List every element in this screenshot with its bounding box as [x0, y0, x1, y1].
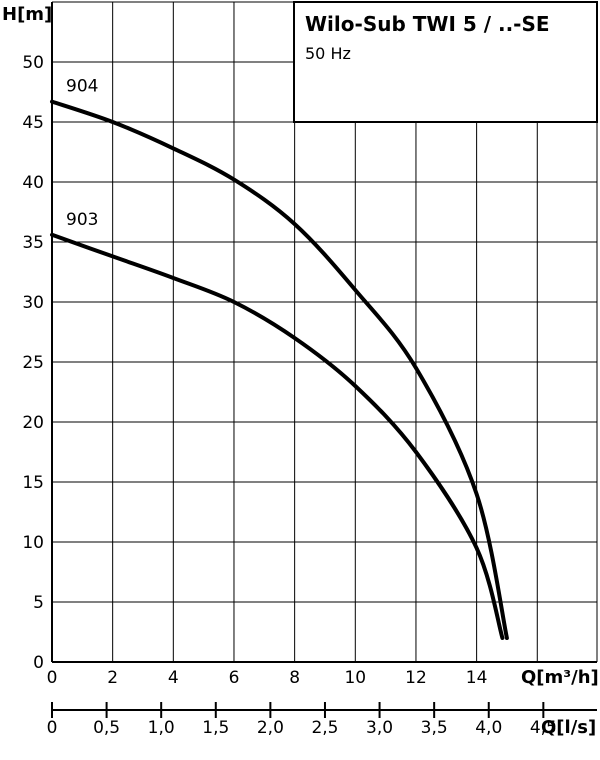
x-tick-label: 4	[168, 668, 179, 688]
curve-904	[50, 99, 509, 640]
x2-tick-label: 1,0	[148, 718, 175, 738]
x2-tick-label: 4,0	[475, 718, 502, 738]
secondary-x-axis: 0 0,5 1,0 1,5 2,0 2,5 3,0 3,5 4,0 4,5	[47, 702, 597, 738]
legend-box	[293, 1, 598, 123]
y-tick-label: 5	[33, 593, 44, 613]
x-tick-label: 2	[107, 668, 118, 688]
y-tick-label: 30	[22, 293, 44, 313]
y-tick-label: 20	[22, 413, 44, 433]
y-tick-label: 25	[22, 353, 44, 373]
y-tick-label: 15	[22, 473, 44, 493]
y-axis-title: H[m]	[2, 4, 52, 25]
x2-tick-label: 2,5	[311, 718, 338, 738]
x2-tick-label: 4,5	[530, 718, 557, 738]
y-tick-label: 10	[22, 533, 44, 553]
chart-title: Wilo-Sub TWI 5 / ..-SE	[305, 12, 550, 36]
y-tick-label: 45	[22, 113, 44, 133]
curve-label-904: 904	[66, 77, 98, 97]
x2-tick-label: 1,5	[202, 718, 229, 738]
x2-tick-label: 3,0	[366, 718, 393, 738]
x-tick-label: 8	[289, 668, 300, 688]
y-tick-label: 40	[22, 173, 44, 193]
x-tick-label: 0	[47, 668, 58, 688]
grid	[52, 1, 597, 662]
x2-tick-label: 3,5	[421, 718, 448, 738]
curve-903	[50, 232, 505, 640]
x-tick-label: 12	[405, 668, 427, 688]
y-tick-label: 0	[33, 653, 44, 673]
x-tick-label: 6	[229, 668, 240, 688]
y-tick-label: 50	[22, 53, 44, 73]
curves: 904 903	[50, 77, 509, 640]
y-tick-label: 35	[22, 233, 44, 253]
x-axis-title: Q[m³/h]	[521, 667, 599, 688]
x2-axis-title: Q[l/s]	[541, 717, 596, 738]
x-tick-label: 10	[344, 668, 366, 688]
x2-tick-label: 0	[47, 718, 58, 738]
x-tick-label: 14	[466, 668, 488, 688]
x2-tick-label: 0,5	[93, 718, 120, 738]
curve-label-903: 903	[66, 210, 98, 230]
tick-labels: 0 5 10 15 20 25 30 35 40 45 50 0 2 4 6 8 10 12 14	[22, 53, 487, 688]
chart-subtitle: 50 Hz	[305, 44, 351, 63]
x2-tick-label: 2,0	[257, 718, 284, 738]
